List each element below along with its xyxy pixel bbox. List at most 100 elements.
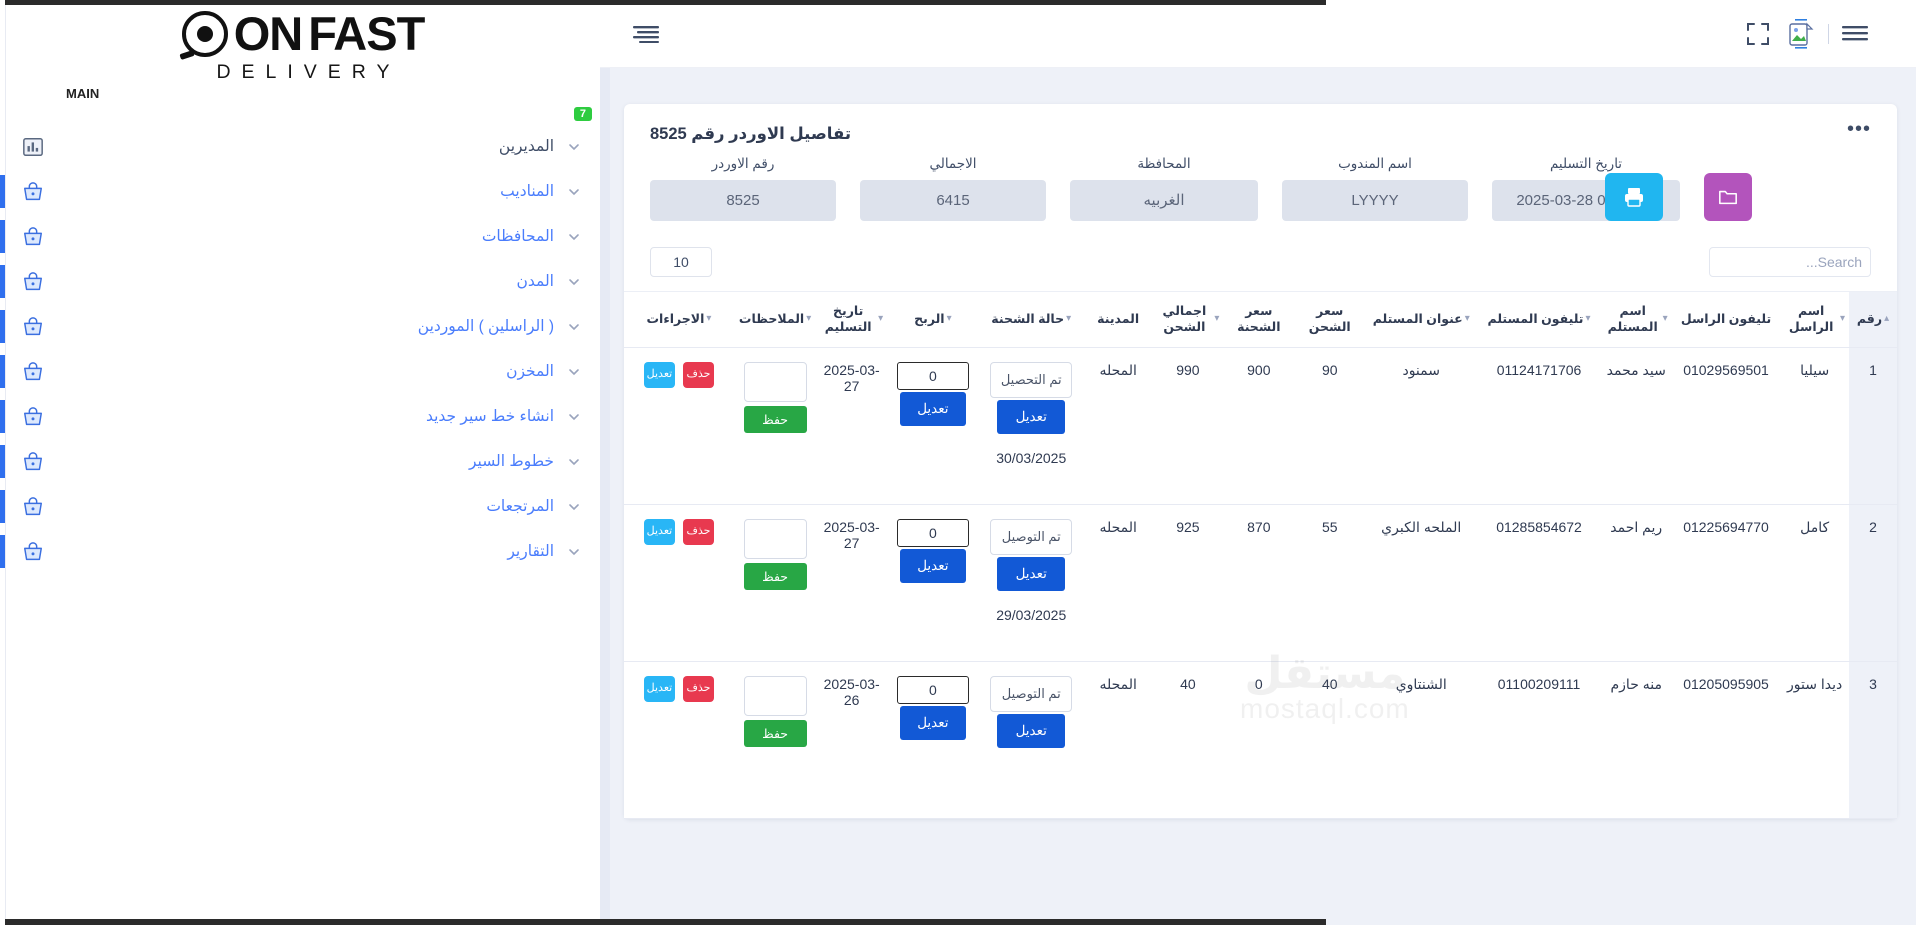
chevron-down-icon[interactable] <box>557 140 581 154</box>
sidebar-nav: المديرين المناديب المحافظات المدن( الراسلين… <box>1 124 595 574</box>
note-input[interactable] <box>739 519 802 559</box>
cell-sender-phone: 01029569501 <box>1667 348 1776 505</box>
col-header-8[interactable]: اجمالي الشحن ▾ <box>1147 292 1218 348</box>
cell-receiver-name: منه حازم <box>1596 662 1667 819</box>
chevron-down-icon[interactable]: ▾ <box>1835 313 1840 326</box>
hamburger-icon[interactable] <box>1828 12 1872 56</box>
chevron-down-icon[interactable]: ▾ <box>1061 313 1066 326</box>
profit-edit-button[interactable]: تعديل <box>895 706 961 740</box>
chevron-down-icon[interactable]: ▾ <box>942 313 947 326</box>
col-header-1[interactable]: اسم الراسل ▾ <box>1775 292 1844 348</box>
col-header-6[interactable]: سعر الشحن <box>1289 292 1360 348</box>
sidebar-item-5[interactable]: المخزن <box>1 349 595 394</box>
search-input[interactable] <box>1704 247 1866 277</box>
more-options-icon[interactable]: ••• <box>1842 124 1866 134</box>
chevron-down-icon[interactable] <box>557 275 581 289</box>
order-field-input[interactable] <box>1065 180 1253 221</box>
order-field-input[interactable] <box>645 180 831 221</box>
cell-sender-name: سيليا <box>1775 348 1844 505</box>
chevron-down-icon[interactable] <box>557 500 581 514</box>
row-delete-button[interactable]: حذف <box>678 676 709 702</box>
cell-row-number: 1 <box>1844 348 1892 505</box>
chevron-down-icon[interactable] <box>557 455 581 469</box>
note-input[interactable] <box>739 362 802 402</box>
profit-edit-button[interactable]: تعديل <box>895 549 961 583</box>
row-delete-button[interactable]: حذف <box>678 519 709 545</box>
note-save-button[interactable]: حفظ <box>739 720 802 747</box>
cell-receiver-phone: 01100209111 <box>1472 662 1596 819</box>
sidebar-item-6[interactable]: انشاء خط سير جديد <box>1 394 595 439</box>
profit-edit-button[interactable]: تعديل <box>895 392 961 426</box>
chevron-down-icon[interactable]: ▾ <box>701 313 706 326</box>
col-header-13[interactable]: الملاحظات ▾ <box>729 292 811 348</box>
order-field-input[interactable] <box>1277 180 1463 221</box>
chevron-down-icon[interactable]: ▾ <box>801 313 806 326</box>
note-save-button[interactable]: حفظ <box>739 406 802 433</box>
row-edit-button[interactable]: تعديل <box>639 519 670 545</box>
chevron-down-icon[interactable]: ▾ <box>1209 313 1214 326</box>
col-header-9[interactable]: المدينة <box>1079 292 1148 348</box>
chevron-down-icon[interactable]: ▾ <box>1460 313 1465 326</box>
table-tools-row <box>619 221 1892 291</box>
sidebar-item-7[interactable]: خطوط السير <box>1 439 595 484</box>
row-delete-button[interactable]: حذف <box>678 362 709 388</box>
col-header-10[interactable]: حالة الشحنة ▾ <box>974 292 1079 348</box>
chevron-down-icon[interactable]: ▾ <box>1658 313 1663 326</box>
chevron-down-icon[interactable] <box>557 545 581 559</box>
col-header-4[interactable]: تليفون المستلم ▾ <box>1472 292 1596 348</box>
sidebar-item-0[interactable]: المديرين <box>1 124 595 169</box>
status-edit-button[interactable]: تعديل <box>992 400 1060 434</box>
note-input[interactable] <box>739 676 802 716</box>
col-header-7[interactable]: سعر الشحنة <box>1218 292 1289 348</box>
chevron-down-icon[interactable] <box>557 320 581 334</box>
sidebar-item-8[interactable]: المرتجعات <box>1 484 595 529</box>
fullscreen-icon[interactable] <box>1731 12 1775 56</box>
page-length-input[interactable] <box>645 247 707 277</box>
order-field-label: تاريخ التسليم <box>1487 156 1675 172</box>
order-field-input[interactable] <box>855 180 1041 221</box>
chevron-down-icon[interactable] <box>557 230 581 244</box>
profit-input[interactable]: 0 <box>892 519 964 547</box>
chevron-down-icon[interactable] <box>557 185 581 199</box>
chevron-down-icon[interactable]: ▾ <box>873 313 878 326</box>
brand-logo: ON FAST <box>25 10 571 57</box>
chevron-down-icon[interactable] <box>557 410 581 424</box>
chevron-down-icon[interactable]: ▾ <box>1581 313 1586 326</box>
col-header-11[interactable]: الربح ▾ <box>882 292 974 348</box>
sidebar-item-4[interactable]: ( الراسلين ) الموردين <box>1 304 595 349</box>
basket-icon <box>11 406 45 428</box>
status-edit-button[interactable]: تعديل <box>992 714 1060 748</box>
cell-notes: حفظ <box>729 348 811 505</box>
sidebar-item-label: المحافظات <box>45 227 557 246</box>
broken-image-icon[interactable] <box>1775 12 1819 56</box>
col-header-0[interactable]: رقم ▴ <box>1844 292 1892 348</box>
status-select[interactable]: تم التوصيل <box>985 676 1067 712</box>
status-select[interactable]: تم التحصيل <box>985 362 1067 398</box>
chevron-down-icon[interactable] <box>557 365 581 379</box>
note-save-button[interactable]: حفظ <box>739 563 802 590</box>
chevron-up-icon[interactable]: ▴ <box>1879 313 1884 326</box>
col-header-2[interactable]: تليفون الراسل <box>1667 292 1776 348</box>
sidebar-item-9[interactable]: التقارير <box>1 529 595 574</box>
row-edit-button[interactable]: تعديل <box>639 362 670 388</box>
profit-input[interactable]: 0 <box>892 676 964 704</box>
order-field-label: المحافظة <box>1065 156 1253 172</box>
cell-receiver-name: سيد محمد <box>1596 348 1667 505</box>
print-button[interactable] <box>1600 173 1658 221</box>
status-select[interactable]: تم التوصيل <box>985 519 1067 555</box>
profit-input[interactable]: 0 <box>892 362 964 390</box>
row-edit-button[interactable]: تعديل <box>639 676 670 702</box>
order-field-label: الاجمالي <box>855 156 1041 172</box>
sidebar-item-1[interactable]: المناديب <box>1 169 595 214</box>
col-header-3[interactable]: اسم المستلم ▾ <box>1596 292 1667 348</box>
sidebar: ON FAST DELIVERY MAIN 7 المديرين المناديب… <box>0 0 595 925</box>
folder-button[interactable] <box>1699 173 1747 221</box>
list-menu-icon[interactable] <box>619 12 663 56</box>
sidebar-item-3[interactable]: المدن <box>1 259 595 304</box>
col-header-12[interactable]: تاريخ التسليم ▾ <box>811 292 882 348</box>
status-edit-button[interactable]: تعديل <box>992 557 1060 591</box>
sidebar-item-2[interactable]: المحافظات <box>1 214 595 259</box>
col-header-5[interactable]: عنوان المستلم ▾ <box>1360 292 1472 348</box>
basket-icon <box>11 226 45 248</box>
col-header-14[interactable]: الاجراءات ▾ <box>619 292 729 348</box>
